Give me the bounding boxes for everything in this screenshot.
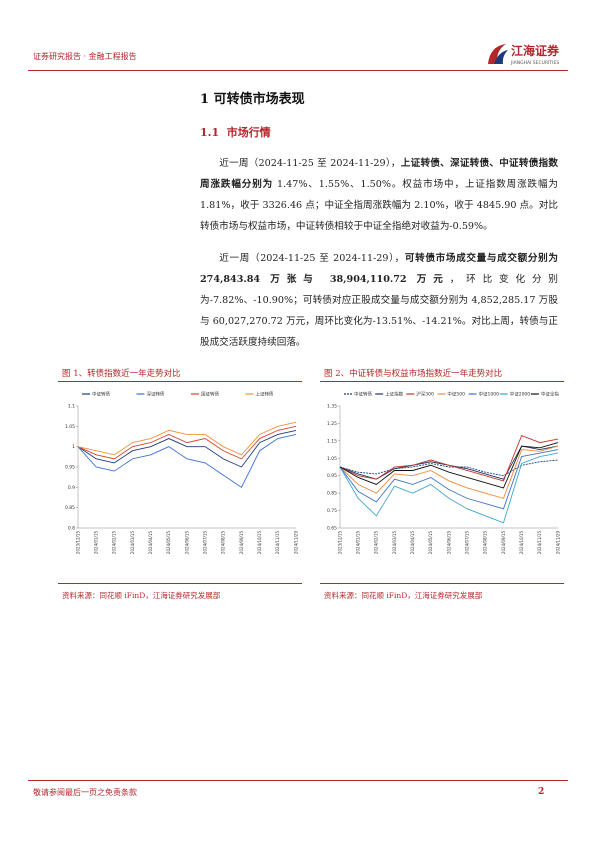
section-subtitle: 1.1 市场行情 xyxy=(200,126,271,139)
logo: 江海证券 JIANGHAI SECURITIES xyxy=(488,43,560,66)
x-tick-label: 2024/09/15 xyxy=(501,531,506,555)
chart: 0.8 0.85 0.9 0.95 1 1.05 1.1 2023/12/15 2024/01/… xyxy=(65,391,298,555)
disclaimer: 敬请参阅最后一页之免责条款 xyxy=(33,788,137,797)
figure-source: 资料来源：同花顺 iFinD，江海证券研究发展部 xyxy=(62,591,221,600)
y-tick-label: 1.05 xyxy=(327,456,337,462)
figure-caption: 图 2、中证转债与权益市场指数近一年走势对比 xyxy=(324,369,503,379)
caption-rule xyxy=(58,381,302,382)
text-run: 可转债市场成交量与成交额分别为 274,843.84 万张与 38,904,11… xyxy=(200,253,558,285)
header-rule xyxy=(28,70,568,71)
series-line xyxy=(339,449,559,510)
x-tick-label: 2024/05/15 xyxy=(166,531,171,555)
y-tick-label: 0.95 xyxy=(65,465,75,471)
x-tick-label: 2024/01/15 xyxy=(355,531,360,555)
text-run: 近一周（2024-11-25 至 2024-11-29）， xyxy=(219,253,405,264)
x-tick-label: 2024/05/15 xyxy=(428,531,433,555)
y-tick-label: 1.1 xyxy=(68,404,75,410)
brand: 江海证券 xyxy=(511,43,560,58)
x-tick-label: 2024/10/15 xyxy=(257,531,262,555)
legend-label: 中证500 xyxy=(447,391,465,398)
x-tick-label: 2024/11/29 xyxy=(555,531,560,555)
x-tick-label: 2023/12/15 xyxy=(337,531,342,555)
x-tick-label: 2024/09/15 xyxy=(239,531,244,555)
logo-icon xyxy=(488,44,506,64)
legend-label: 上证指数 xyxy=(385,391,403,398)
y-tick-label: 0.9 xyxy=(68,485,75,491)
x-tick-label: 2024/02/15 xyxy=(112,531,117,555)
x-tick-label: 2024/11/15 xyxy=(537,531,542,555)
legend-label: 沪深300 xyxy=(416,391,434,398)
chart: 0.65 0.75 0.85 0.95 1.05 1.15 1.25 1.35 2023/12/… xyxy=(327,391,560,555)
x-tick-label: 2024/07/15 xyxy=(464,531,469,555)
page-number: 2 xyxy=(538,787,545,797)
y-tick-label: 1.15 xyxy=(327,438,337,444)
y-tick-label: 0.85 xyxy=(65,505,75,511)
section-title: 1 可转债市场表现 xyxy=(200,92,305,107)
x-tick-label: 2024/10/15 xyxy=(519,531,524,555)
x-tick-label: 2024/03/15 xyxy=(392,531,397,555)
x-tick-label: 2024/02/15 xyxy=(374,531,379,555)
x-tick-label: 2024/08/15 xyxy=(483,531,488,555)
x-tick-label: 2024/11/15 xyxy=(275,531,280,555)
legend-label: 中证1000 xyxy=(479,391,500,398)
legend-label: 中证全指 xyxy=(541,391,559,398)
figure-caption: 图 1、转债指数近一年走势对比 xyxy=(62,369,181,379)
series-line xyxy=(339,442,559,489)
x-tick-label: 2024/04/15 xyxy=(148,531,153,555)
y-tick-label: 1.35 xyxy=(327,404,337,410)
y-tick-label: 1.05 xyxy=(65,424,75,430)
series-line xyxy=(339,452,559,524)
legend-label: 深证转债 xyxy=(147,391,165,398)
paragraph: 近一周（2024-11-25 至 2024-11-29），上证转债、深证转债、中… xyxy=(200,153,558,237)
series-line xyxy=(339,445,559,480)
caption-rule xyxy=(320,381,564,382)
x-tick-label: 2024/07/15 xyxy=(202,531,207,555)
series-line xyxy=(77,434,297,488)
x-tick-label: 2024/04/15 xyxy=(410,531,415,555)
series-line xyxy=(339,459,559,477)
legend-label: 中证转债 xyxy=(92,391,110,398)
x-tick-label: 2024/01/15 xyxy=(93,531,98,555)
figure-source: 资料来源：同花顺 iFinD，江海证券研究发展部 xyxy=(324,591,483,600)
paragraph: 近一周（2024-11-25 至 2024-11-29），可转债市场成交量与成交… xyxy=(200,248,558,353)
footer-rule xyxy=(28,780,568,781)
header-title: 证券研究报告 · 金融工程报告 xyxy=(33,52,137,61)
text-run: 上证转债、深证转债、中证转债指数周涨跌幅分别为 xyxy=(200,158,558,190)
legend-label: 中证2000 xyxy=(510,391,531,398)
series-line xyxy=(339,445,559,499)
source-rule xyxy=(58,583,302,584)
legend-label: 国证转债 xyxy=(201,391,219,398)
text-run: 1.47%、1.55%、1.50%。权益市场中，上证指数周涨跌幅为 1.81%，… xyxy=(200,179,558,232)
brand-en: JIANGHAI SECURITIES xyxy=(510,60,559,66)
series-line xyxy=(77,425,297,460)
y-tick-label: 0.75 xyxy=(327,508,337,514)
text-run: ，环比变化分别为-7.82%、-10.90%；可转债对应正股成交量与成交额分别为… xyxy=(200,274,558,348)
y-tick-label: 0.8 xyxy=(68,526,75,532)
text-run: 近一周（2024-11-25 至 2024-11-29）， xyxy=(219,158,401,169)
logo-icon xyxy=(494,50,508,64)
series-line xyxy=(77,429,297,468)
x-tick-label: 2024/11/29 xyxy=(293,531,298,555)
y-tick-label: 0.85 xyxy=(327,491,337,497)
y-tick-label: 1 xyxy=(72,444,75,450)
y-tick-label: 1.25 xyxy=(327,421,337,427)
x-tick-label: 2024/06/15 xyxy=(446,531,451,555)
x-tick-label: 2024/06/15 xyxy=(184,531,189,555)
legend-label: 中证转债 xyxy=(354,391,372,398)
legend-label: 上证转债 xyxy=(256,391,274,398)
x-tick-label: 2023/12/15 xyxy=(75,531,80,555)
y-tick-label: 0.65 xyxy=(327,526,337,532)
x-tick-label: 2024/03/15 xyxy=(130,531,135,555)
y-tick-label: 0.95 xyxy=(327,473,337,479)
x-tick-label: 2024/08/15 xyxy=(221,531,226,555)
source-rule xyxy=(320,583,564,584)
series-line xyxy=(77,421,297,456)
series-line xyxy=(339,435,559,482)
